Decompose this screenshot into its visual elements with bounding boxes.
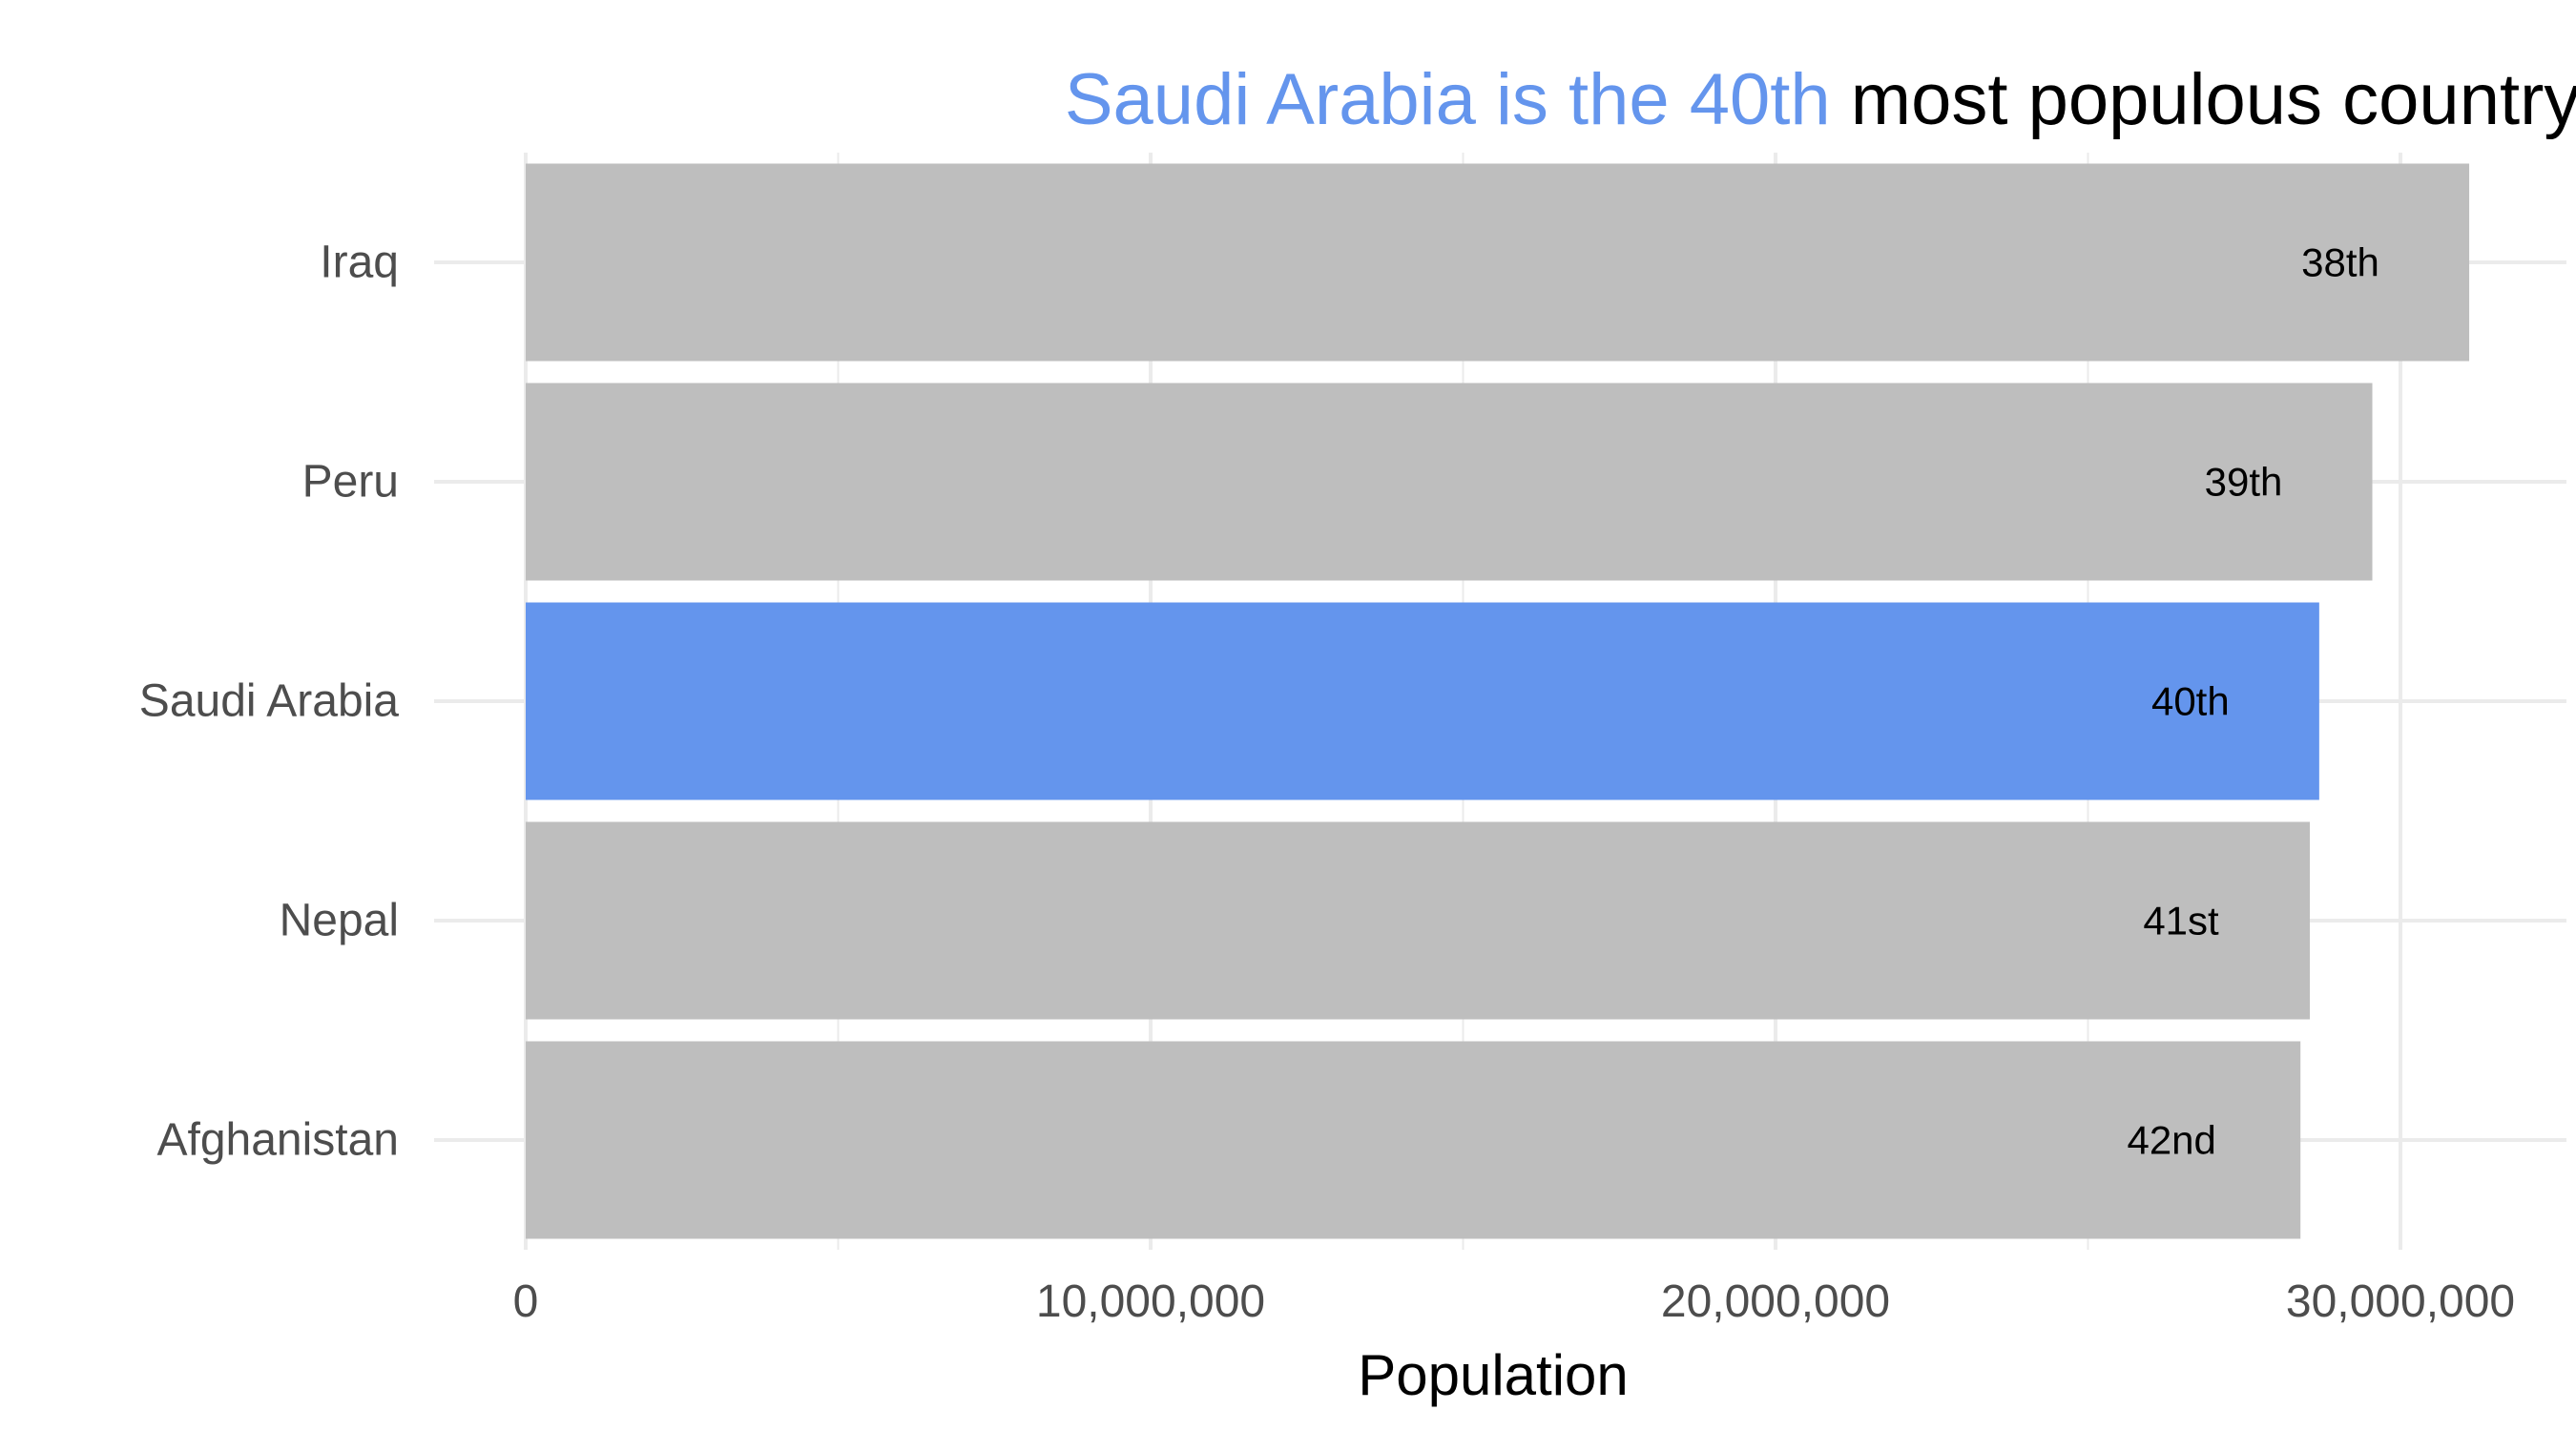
y-axis-tick-labels: Iraq Peru Saudi Arabia Nepal Afghanistan (139, 238, 400, 1166)
y-tick-label: Peru (302, 457, 399, 508)
bar-saudi-arabia (526, 602, 2319, 800)
y-tick-label: Saudi Arabia (139, 676, 400, 727)
x-axis-title: Population (1358, 1343, 1629, 1407)
x-tick-label: 20,000,000 (1661, 1276, 1890, 1327)
bar-peru (526, 383, 2373, 581)
x-axis-tick-labels: 0 10,000,000 20,000,000 30,000,000 (513, 1276, 2515, 1327)
bar-value-label: 40th (2151, 679, 2230, 724)
bar-iraq (526, 163, 2470, 362)
bar-value-label: 41st (2143, 899, 2219, 944)
bar-value-label: 42nd (2127, 1118, 2215, 1163)
bars (526, 163, 2470, 1239)
bar-afghanistan (526, 1041, 2301, 1239)
x-tick-label: 10,000,000 (1036, 1276, 1265, 1327)
bar-value-label: 38th (2301, 240, 2379, 285)
y-tick-label: Afghanistan (156, 1115, 399, 1166)
bar-labels: 38th 39th 40th 41st 42nd (2127, 240, 2379, 1163)
x-tick-label: 0 (513, 1276, 539, 1327)
x-tick-label: 30,000,000 (2286, 1276, 2515, 1327)
bar-value-label: 39th (2205, 460, 2283, 505)
chart-title-rest: most populous country in the world (1831, 59, 2576, 140)
y-tick-label: Nepal (280, 896, 399, 946)
chart-title-highlight: Saudi Arabia is the 40th (1065, 59, 1831, 140)
chart-title: Saudi Arabia is the 40th most populous c… (1065, 59, 2576, 140)
bar-nepal (526, 821, 2311, 1020)
y-tick-label: Iraq (320, 238, 399, 288)
